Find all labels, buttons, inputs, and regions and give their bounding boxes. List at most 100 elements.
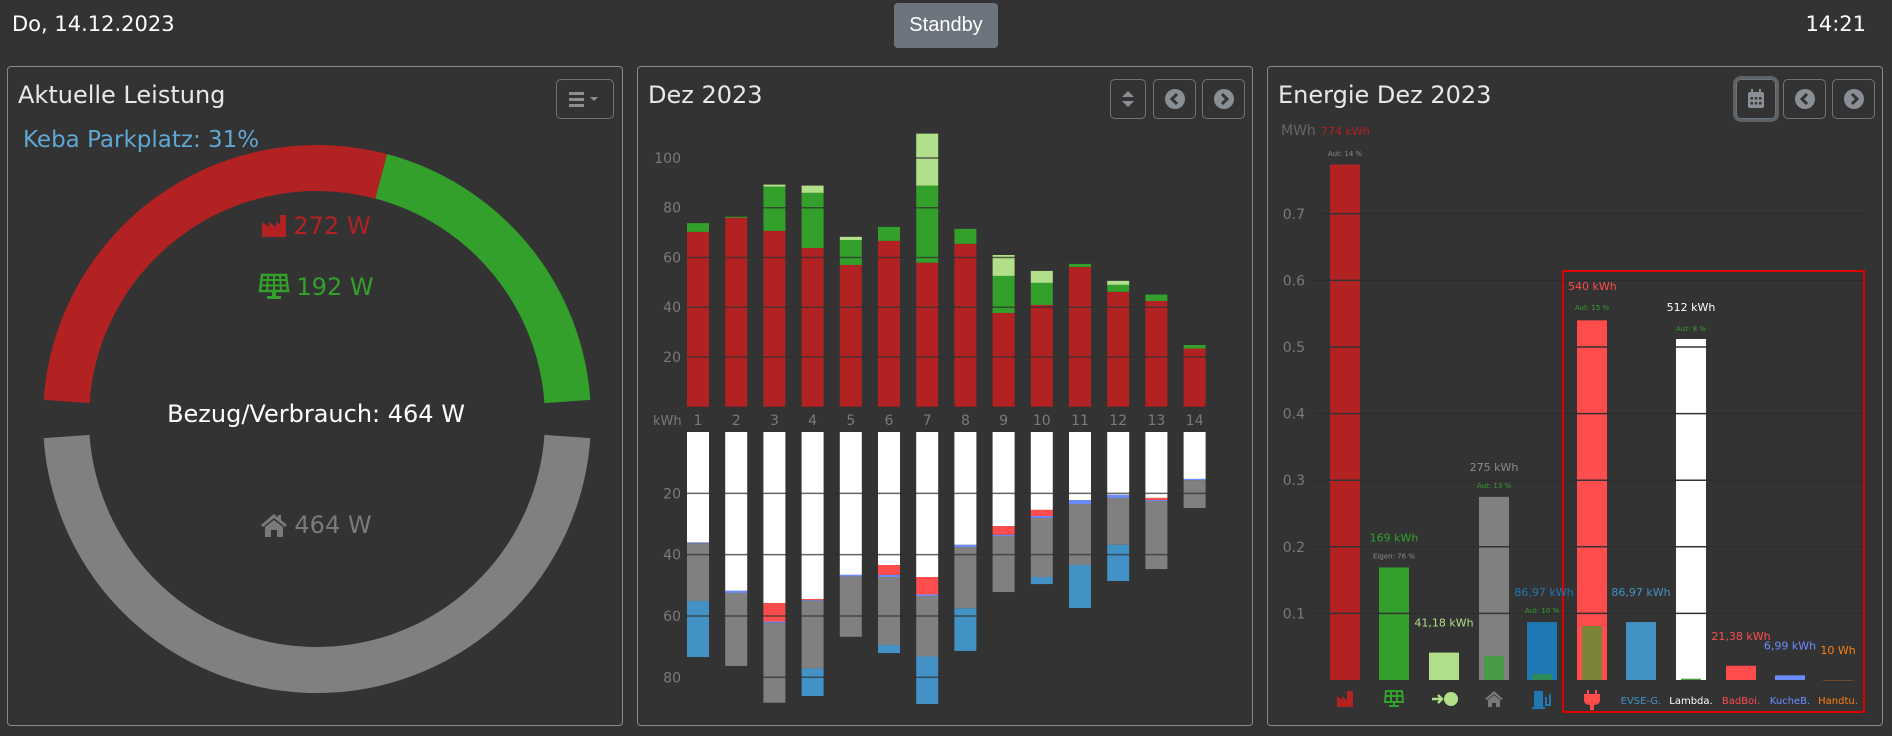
bar-segment-house xyxy=(725,592,748,666)
panel-title: Aktuelle Leistung xyxy=(18,81,226,109)
current-power-panel: Aktuelle Leistung Keba Parkplatz: 31% 27… xyxy=(7,66,623,726)
bar-inner-plug xyxy=(1582,626,1602,680)
bar-segment-lambda xyxy=(725,432,748,591)
factory-icon xyxy=(1337,691,1353,707)
chevron-left-circle-icon xyxy=(1794,89,1815,109)
bar-segment-house xyxy=(1030,517,1053,578)
axis-label-handtu: Handtu. xyxy=(1818,696,1858,707)
bar-segment-lambda xyxy=(1145,432,1168,498)
bar-plug xyxy=(1577,320,1607,680)
bar-segment-lambda xyxy=(992,432,1015,527)
bar-segment-grid xyxy=(1183,348,1206,407)
day-label: 8 xyxy=(961,413,970,429)
y-tick-label: 0.1 xyxy=(1283,606,1305,622)
bar-segment-kucheb xyxy=(1107,494,1130,498)
bar-segment-house xyxy=(878,577,900,646)
value-label: 275 kWh xyxy=(1470,461,1519,474)
globe-icon xyxy=(1444,692,1458,706)
bar-segment-pv_self xyxy=(839,240,862,265)
bar-segment-house xyxy=(839,576,862,637)
axis-label-badboi: BadBoi. xyxy=(1722,696,1760,707)
axis-label-evse: EVSE-G. xyxy=(1621,696,1662,707)
calendar-button[interactable] xyxy=(1736,79,1776,119)
bar-segment-badboi xyxy=(916,577,939,595)
house-icon xyxy=(1485,691,1503,707)
bar-segment-kucheb xyxy=(1183,478,1206,481)
previous-month-button[interactable] xyxy=(1153,79,1196,119)
calendar-icon xyxy=(1748,89,1764,108)
bar-segment-lambda xyxy=(1107,432,1130,495)
next-period-button[interactable] xyxy=(1832,79,1875,119)
bar-segment-house xyxy=(763,622,786,703)
bar-segment-kucheb xyxy=(725,590,748,593)
energy-bar-chart: 0.1 0.2 0.3 0.4 0.5 0.6 0.7 MWh 774 kWh Aut: 14 %… xyxy=(1281,123,1868,713)
energy-chart-panel: Energie Dez 2023 0.1 0.2 0.3 0.4 0.5 0.6 0.7 MW… xyxy=(1267,66,1883,726)
bar-segment-grid xyxy=(1107,291,1130,407)
value-label: 169 kWh xyxy=(1370,531,1419,544)
y-tick-label: 80 xyxy=(663,670,681,686)
bar-segment-pv_self xyxy=(1183,345,1206,349)
bar-segment-lambda xyxy=(687,432,709,543)
day-label: 9 xyxy=(999,413,1008,429)
y-tick-label: 40 xyxy=(663,548,681,564)
current-date: Do, 14.12.2023 xyxy=(12,12,175,36)
bar-segment-grid xyxy=(1030,304,1053,407)
bar-segment-pv_export xyxy=(1030,270,1053,283)
value-label: 512 kWh xyxy=(1667,301,1716,314)
bar-segment-grid xyxy=(878,240,900,407)
sort-toggle-button[interactable] xyxy=(1110,79,1146,119)
y-tick-label: 0.4 xyxy=(1283,407,1305,423)
value-label: 86,97 kWh xyxy=(1611,586,1670,599)
y-tick-label: 0.6 xyxy=(1283,273,1305,289)
bar-grid xyxy=(1330,164,1360,680)
bar-segment-pv_self xyxy=(1069,263,1091,267)
sort-icon xyxy=(1122,91,1134,107)
bar-segment-pv_self xyxy=(763,186,786,231)
bar-segment-house xyxy=(1145,500,1168,570)
day-label: 13 xyxy=(1147,413,1165,429)
bar-segment-lambda xyxy=(1030,432,1053,510)
bar-segment-pv_self xyxy=(725,216,748,218)
bar-segment-pv_export xyxy=(916,133,939,186)
house-power: 464 W xyxy=(8,511,624,539)
bar-segment-pv_self xyxy=(992,275,1015,313)
pv-power: 192 W xyxy=(8,273,624,301)
bar-segment-kucheb xyxy=(687,542,709,544)
bar-badboi xyxy=(1726,665,1756,680)
previous-period-button[interactable] xyxy=(1783,79,1826,119)
consumption-summary-text: Bezug/Verbrauch: 464 W xyxy=(167,400,465,428)
consumption-summary: Bezug/Verbrauch: 464 W xyxy=(8,400,624,428)
autarky-label: Aut: 14 % xyxy=(1328,150,1363,158)
day-label: 10 xyxy=(1033,413,1051,429)
bar-inner-charger xyxy=(1532,674,1552,680)
autarky-label: Aut: 13 % xyxy=(1477,482,1512,490)
bar-segment-pv_export xyxy=(839,236,862,241)
house-power-value: 464 W xyxy=(294,511,372,539)
bar-inner-lambda xyxy=(1681,678,1701,680)
house-icon xyxy=(261,514,288,537)
bar-segment-house xyxy=(916,596,939,657)
y-tick-label: 60 xyxy=(663,609,681,625)
selection-highlight-box xyxy=(1562,270,1865,713)
standby-button[interactable]: Standby xyxy=(894,3,998,48)
plug-icon xyxy=(1584,690,1600,710)
value-label: 540 kWh xyxy=(1568,280,1617,293)
wallbox-status: Keba Parkplatz: 31% xyxy=(23,127,260,153)
bar-segment-house xyxy=(687,543,709,601)
value-label: 6,99 kWh xyxy=(1764,639,1816,652)
factory-icon xyxy=(262,215,287,237)
bar-segment-kucheb xyxy=(1030,516,1053,518)
next-month-button[interactable] xyxy=(1202,79,1245,119)
bar-kucheb xyxy=(1775,675,1805,680)
day-label: 6 xyxy=(885,413,894,429)
axis-label-kucheb: KucheB. xyxy=(1770,696,1810,707)
bar-segment-lambda xyxy=(839,432,862,575)
autarky-label: Aut: 8 % xyxy=(1676,325,1706,333)
bar-segment-badboi xyxy=(763,603,786,622)
consumption-arc xyxy=(43,434,591,693)
bar-segment-grid xyxy=(916,262,939,407)
y-tick-label: 80 xyxy=(663,201,681,217)
bar-segment-house xyxy=(954,546,977,609)
chevron-right-circle-icon xyxy=(1213,89,1234,109)
menu-dropdown-button[interactable] xyxy=(556,79,614,119)
